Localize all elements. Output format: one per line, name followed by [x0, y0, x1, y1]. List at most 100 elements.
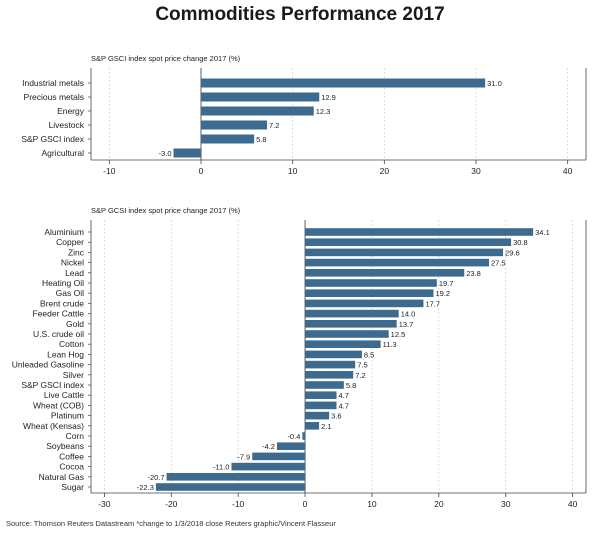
data-label: -7.9 [237, 452, 250, 461]
data-label: 5.8 [346, 381, 356, 390]
category-label: Unleaded Gasoline [12, 360, 85, 370]
data-label: 4.7 [338, 401, 348, 410]
data-label: 31.0 [487, 79, 502, 88]
data-label: 29.6 [505, 248, 520, 257]
category-label: Agricultural [41, 148, 84, 158]
category-label: Silver [63, 370, 84, 380]
category-label: Soybeans [46, 441, 84, 451]
data-label: 27.5 [491, 259, 506, 268]
bar-heating-oil [305, 279, 437, 287]
data-label: 8.5 [364, 350, 374, 359]
data-label: 17.7 [425, 299, 440, 308]
bar-copper [305, 238, 512, 246]
data-label: -22.3 [137, 483, 154, 492]
category-label: Livestock [49, 120, 85, 130]
bar-cotton [305, 340, 381, 348]
bar-precious-metals [201, 92, 320, 102]
data-label: -4.2 [262, 442, 275, 451]
data-label: 19.2 [435, 289, 450, 298]
data-label: 12.9 [321, 93, 336, 102]
x-tick-label: 10 [367, 499, 377, 509]
x-tick-label: 30 [471, 166, 481, 176]
category-label: Coffee [59, 451, 84, 461]
bar-natural-gas [166, 473, 306, 481]
data-label: 11.3 [383, 340, 397, 349]
bar-agricultural [173, 148, 201, 158]
category-label: Natural Gas [39, 472, 84, 482]
bar-gas-oil [305, 289, 434, 297]
data-label: 4.7 [338, 391, 348, 400]
bar-cocoa [231, 462, 306, 471]
x-tick-label: 20 [380, 166, 390, 176]
category-label: Live Cattle [44, 390, 84, 400]
bar-soybeans [276, 442, 306, 450]
category-label: Platinum [51, 411, 84, 421]
data-label: 7.2 [355, 371, 365, 380]
data-label: 19.7 [439, 279, 454, 288]
category-label: Brent crude [40, 298, 84, 308]
category-label: Industrial metals [22, 78, 84, 88]
bar-aluminium [305, 228, 534, 236]
bar-zinc [305, 248, 504, 257]
chart-subtitle: S&P GCSI index spot price change 2017 (%… [91, 206, 241, 215]
category-label: Wheat (COB) [33, 400, 84, 410]
bar-industrial-metals [201, 78, 486, 88]
bar-sugar [155, 483, 306, 491]
chart-subtitle: S&P GSCI index spot price change 2017 (%… [91, 54, 241, 63]
category-label: Sugar [61, 482, 84, 492]
x-tick-label: 40 [563, 166, 573, 176]
bar-lean-hog [305, 350, 362, 359]
x-tick-label: 0 [303, 499, 308, 509]
category-label: Copper [56, 237, 84, 247]
bar-livestock [201, 120, 267, 130]
data-label: 7.5 [357, 361, 367, 370]
category-label: Nickel [61, 258, 84, 268]
category-label: Gold [66, 319, 84, 329]
category-label: Lean Hog [47, 349, 84, 359]
category-label: Precious metals [24, 92, 84, 102]
category-label: Lead [65, 268, 84, 278]
data-label: -20.7 [147, 473, 164, 482]
category-label: Wheat (Kensas) [23, 421, 84, 431]
bar-live-cattle [305, 391, 337, 399]
individual-commodities-chart: S&P GCSI index spot price change 2017 (%… [12, 206, 587, 509]
data-label: 12.3 [316, 107, 331, 116]
data-label: 3.6 [331, 412, 341, 421]
data-label: 34.1 [535, 228, 550, 237]
category-label: S&P GSCI index [21, 380, 84, 390]
bar-nickel [305, 258, 490, 267]
category-label: Corn [66, 431, 85, 441]
category-label: Heating Oil [42, 278, 84, 288]
data-label: -11.0 [213, 463, 230, 472]
bar-feeder-cattle [305, 309, 399, 318]
commodity-groups-chart: S&P GSCI index spot price change 2017 (%… [21, 54, 587, 176]
category-label: Cocoa [59, 462, 84, 472]
bar-wheat-cob [305, 401, 337, 410]
data-label: -3.0 [159, 149, 172, 158]
x-tick-label: 30 [501, 499, 511, 509]
bar-lead [305, 269, 465, 277]
data-label: 7.2 [269, 121, 279, 130]
bar-wheat-kensas [305, 422, 320, 430]
data-label: 14.0 [401, 310, 416, 319]
category-label: Energy [57, 106, 85, 116]
bar-gold [305, 320, 397, 328]
x-tick-label: 0 [199, 166, 204, 176]
x-tick-label: -30 [98, 499, 111, 509]
data-label: 30.8 [513, 238, 528, 247]
bar-unleaded-gasoline [305, 360, 356, 369]
bar-s-p-gsci-index [201, 134, 255, 144]
category-label: Zinc [68, 247, 85, 257]
source-note: Source: Thomson Reuters Datastream *chan… [6, 519, 336, 528]
category-label: Gas Oil [56, 288, 84, 298]
x-tick-label: 10 [288, 166, 298, 176]
x-tick-label: 40 [568, 499, 578, 509]
data-label: 13.7 [399, 320, 414, 329]
bar-coffee [252, 452, 306, 461]
category-label: Feeder Cattle [33, 309, 85, 319]
bar-corn [302, 432, 306, 440]
bar-platinum [305, 411, 330, 420]
data-label: 5.8 [256, 135, 266, 144]
bar-u-s-crude-oil [305, 330, 389, 338]
category-label: Cotton [59, 339, 84, 349]
